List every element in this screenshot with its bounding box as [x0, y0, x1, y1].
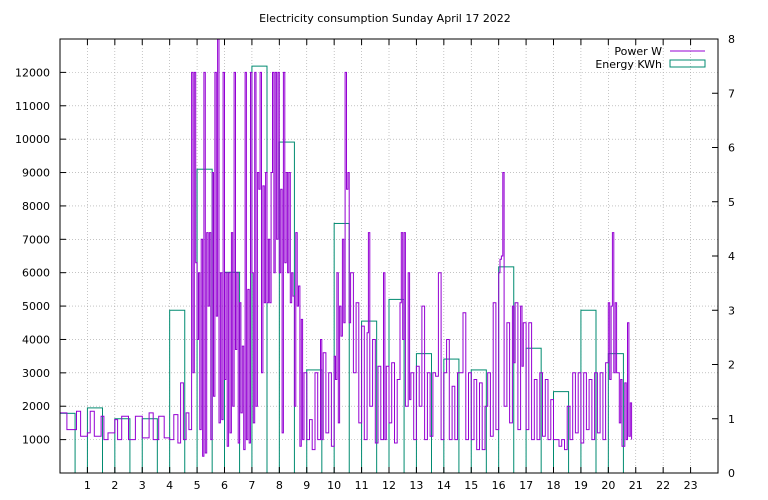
grid	[60, 39, 718, 473]
y-right-tick-label: 6	[728, 142, 735, 155]
y-right-tick-label: 5	[728, 196, 735, 209]
power-line	[60, 38, 633, 457]
y-left-tick-label: 9000	[22, 167, 50, 180]
x-tick-label: 16	[492, 479, 506, 492]
y-left-tick-label: 6000	[22, 267, 50, 280]
x-tick-label: 6	[221, 479, 228, 492]
x-tick-label: 19	[574, 479, 588, 492]
y-right-tick-label: 1	[728, 413, 735, 426]
x-tick-label: 13	[409, 479, 423, 492]
x-tick-label: 7	[248, 479, 255, 492]
x-tick-label: 3	[139, 479, 146, 492]
x-tick-label: 1	[84, 479, 91, 492]
x-tick-label: 12	[382, 479, 396, 492]
x-tick-label: 22	[656, 479, 670, 492]
x-tick-label: 20	[601, 479, 615, 492]
x-tick-label: 2	[111, 479, 118, 492]
x-tick-label: 10	[327, 479, 341, 492]
y-left-tick-label: 11000	[15, 100, 50, 113]
y-left-tick-label: 7000	[22, 233, 50, 246]
x-tick-label: 21	[629, 479, 643, 492]
legend-energy-swatch	[669, 59, 706, 68]
x-tick-label: 4	[166, 479, 173, 492]
y-left-tick-label: 1000	[22, 434, 50, 447]
y-right-tick-label: 7	[728, 87, 735, 100]
x-tick-label: 15	[464, 479, 478, 492]
legend: Power W Energy KWh	[595, 45, 706, 71]
axes: 1 2 3 4 5 6 7 8 9 10 11 12 13 14 15 16 17 18 19 20 21 22 23100…	[15, 33, 735, 492]
x-tick-label: 11	[355, 479, 369, 492]
y-right-tick-label: 8	[728, 33, 735, 46]
y-left-tick-label: 8000	[22, 200, 50, 213]
y-left-tick-label: 5000	[22, 300, 50, 313]
x-tick-label: 14	[437, 479, 451, 492]
power-series	[60, 38, 633, 457]
x-tick-label: 9	[303, 479, 310, 492]
y-right-tick-label: 2	[728, 359, 735, 372]
y-left-tick-label: 2000	[22, 400, 50, 413]
y-right-tick-label: 3	[728, 304, 735, 317]
chart-title: Electricity consumption Sunday April 17 …	[259, 12, 511, 25]
x-tick-label: 17	[519, 479, 533, 492]
x-tick-label: 18	[547, 479, 561, 492]
x-tick-label: 23	[684, 479, 698, 492]
y-left-tick-label: 3000	[22, 367, 50, 380]
legend-power-label: Power W	[614, 45, 662, 58]
y-right-tick-label: 4	[728, 250, 735, 263]
x-tick-label: 5	[194, 479, 201, 492]
y-left-tick-label: 10000	[15, 133, 50, 146]
legend-energy-label: Energy KWh	[595, 58, 662, 71]
x-tick-label: 8	[276, 479, 283, 492]
y-right-tick-label: 0	[728, 467, 735, 480]
y-left-tick-label: 4000	[22, 333, 50, 346]
y-left-tick-label: 12000	[15, 66, 50, 79]
